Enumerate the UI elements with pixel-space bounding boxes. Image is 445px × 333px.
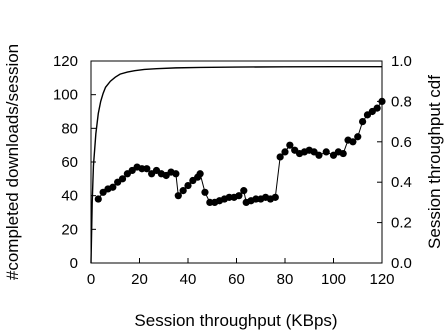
downloads-point (172, 170, 180, 178)
right-y-tick-label: 1.0 (391, 53, 412, 70)
x-tick-label: 80 (277, 271, 294, 288)
downloads-point (143, 165, 151, 173)
x-tick-label: 40 (180, 271, 197, 288)
right-y-tick-label: 0.0 (391, 255, 412, 272)
downloads-point (354, 133, 362, 141)
downloads-series (94, 97, 386, 206)
x-axis-label: Session throughput (KBps) (134, 311, 337, 330)
downloads-point (240, 187, 248, 195)
left-y-tick-label: 40 (61, 188, 78, 205)
cdf-line (90, 65, 382, 264)
downloads-point (201, 188, 209, 196)
left-y-tick-label: 100 (53, 87, 78, 104)
left-y-tick-label: 0 (70, 255, 78, 272)
downloads-point (118, 175, 127, 183)
left-y-tick-label: 20 (61, 221, 78, 238)
x-tick-label: 100 (321, 271, 346, 288)
right-y-tick-label: 0.2 (391, 215, 412, 232)
cdf-series (90, 65, 382, 264)
downloads-point (286, 141, 294, 149)
x-tick-label: 0 (87, 271, 95, 288)
left-y-axis-label: #completed downloads/session (3, 44, 22, 280)
downloads-point (322, 148, 330, 156)
downloads-point (179, 187, 187, 195)
right-y-tick-label: 0.4 (391, 174, 412, 191)
downloads-point (339, 149, 347, 158)
downloads-point (281, 148, 289, 156)
downloads-point (276, 153, 284, 161)
right-y-tick-label: 0.8 (391, 93, 412, 110)
downloads-point (315, 151, 323, 159)
plot-frame (90, 60, 383, 264)
downloads-point (373, 104, 381, 112)
downloads-point (94, 195, 102, 203)
x-tick-label: 20 (131, 271, 148, 288)
right-y-tick-label: 0.6 (391, 134, 412, 151)
x-tick-label: 120 (369, 271, 394, 288)
downloads-point (184, 181, 192, 190)
x-tick-label: 60 (228, 271, 245, 288)
downloads-point (174, 192, 182, 200)
axis-ticks: 0 20 40 60 80 100 1200204060801001200.00.20.40… (53, 53, 412, 288)
downloads-point (235, 192, 243, 200)
downloads-point (349, 138, 357, 146)
downloads-point (196, 170, 204, 178)
downloads-point (359, 118, 367, 126)
left-y-tick-label: 60 (61, 154, 78, 171)
left-y-tick-label: 80 (61, 120, 78, 137)
downloads-point (109, 183, 117, 191)
downloads-point (271, 193, 279, 201)
left-y-tick-label: 120 (53, 53, 78, 70)
right-y-axis-label: Session throughput cdf (425, 75, 444, 249)
